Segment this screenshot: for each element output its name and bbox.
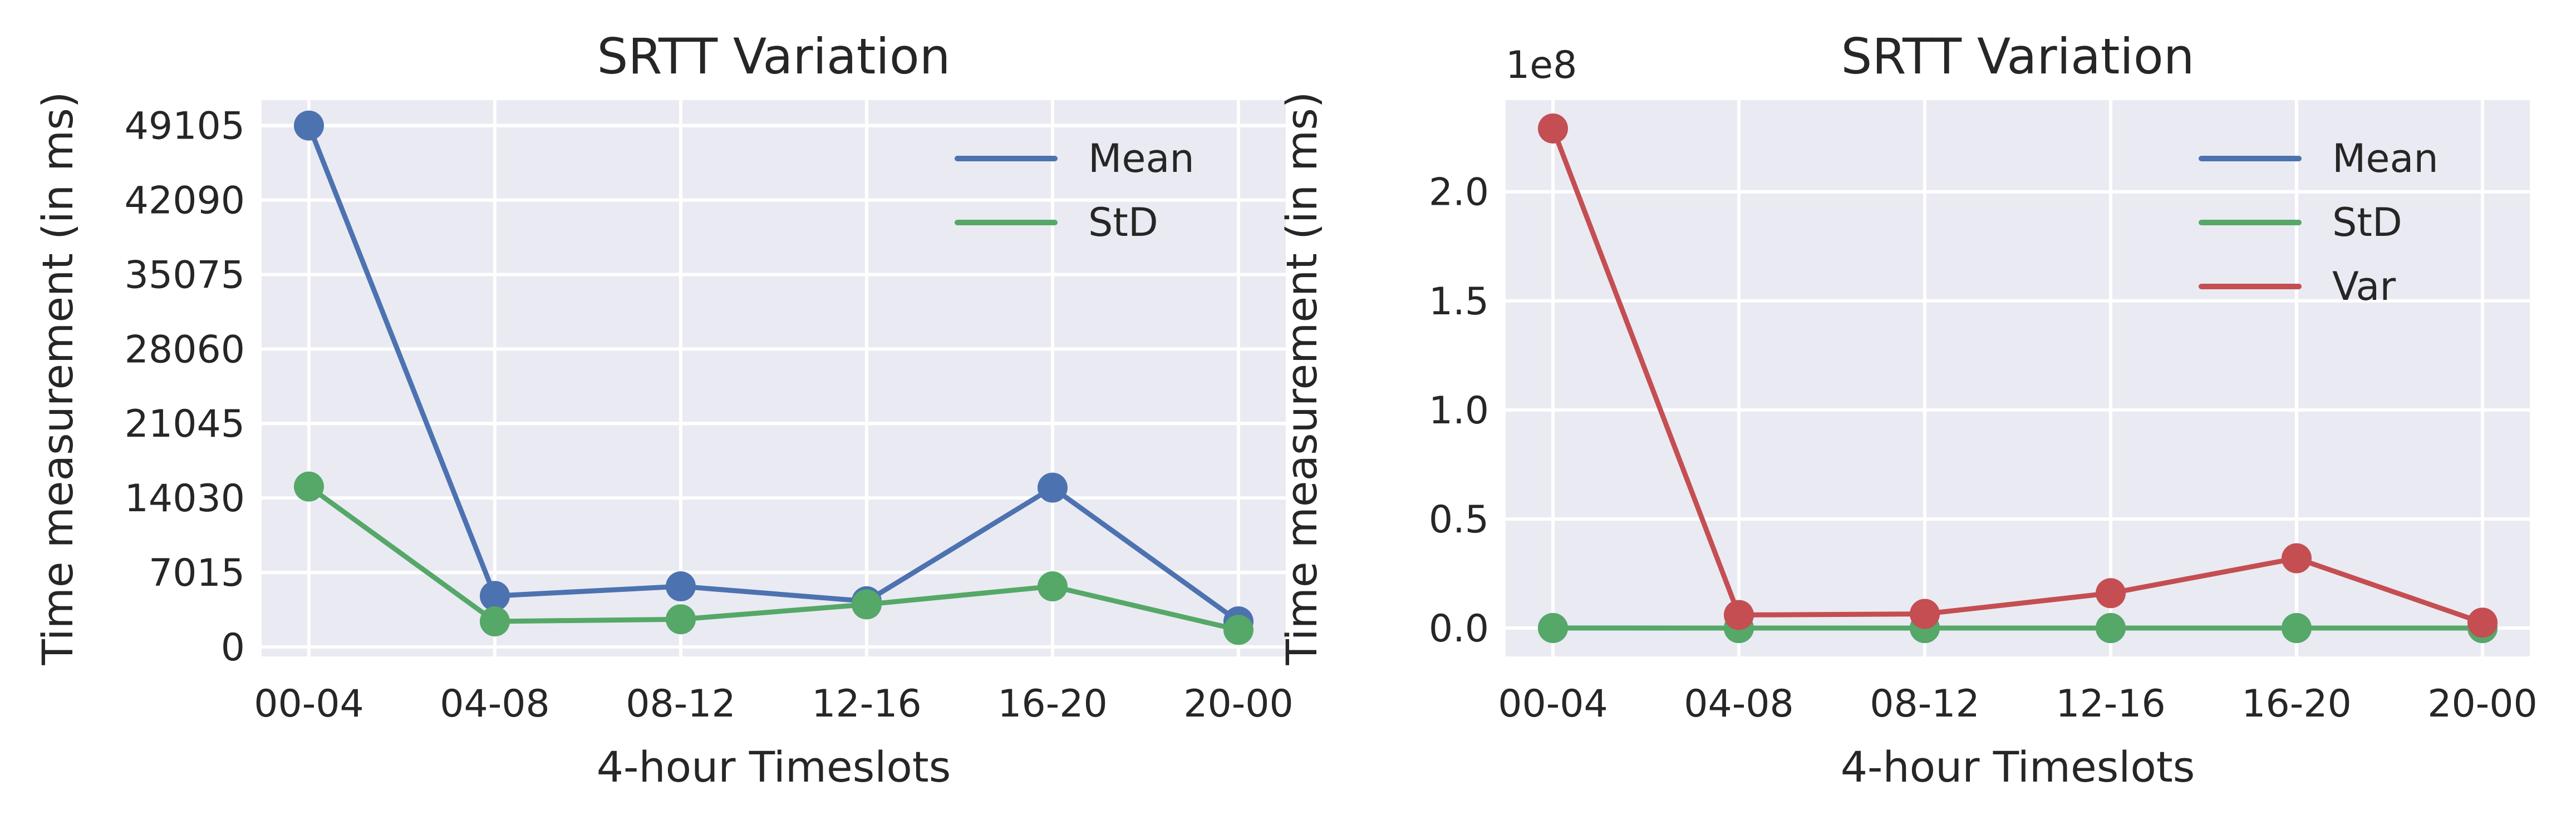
x-axis-label: 4-hour Timeslots bbox=[1841, 742, 2195, 792]
legend-label-var: Var bbox=[2332, 264, 2396, 309]
x-tick-label: 12-16 bbox=[812, 682, 922, 726]
x-tick-label: 04-08 bbox=[440, 682, 550, 726]
legend-label-mean: Mean bbox=[2332, 136, 2439, 181]
chart-right: 0.0 0.5 1.0 1.5 2.0 00-04 04-08 08-12 12-16 16-20… bbox=[1277, 28, 2538, 792]
data-point-mean bbox=[666, 571, 696, 602]
y-tick-label: 21045 bbox=[125, 402, 245, 446]
x-tick-label: 20-00 bbox=[2427, 682, 2538, 726]
x-tick-label: 00-04 bbox=[1498, 682, 1608, 726]
x-tick-label: 16-20 bbox=[997, 682, 1108, 726]
y-tick-label: 35075 bbox=[125, 253, 245, 297]
data-point-std bbox=[1538, 612, 1568, 643]
y-tick-label: 14030 bbox=[125, 477, 245, 521]
plot-area bbox=[1506, 100, 2530, 656]
chart-title: SRTT Variation bbox=[1841, 28, 2195, 85]
x-tick-label: 08-12 bbox=[626, 682, 736, 726]
data-point-std bbox=[1223, 615, 1253, 645]
x-tick-label: 08-12 bbox=[1870, 682, 1980, 726]
y-tick-label: 2.0 bbox=[1429, 171, 1489, 215]
data-point-std bbox=[666, 604, 696, 635]
x-axis-label: 4-hour Timeslots bbox=[597, 742, 951, 792]
series-line-std bbox=[306, 484, 1241, 633]
data-point-var bbox=[1724, 600, 1754, 630]
y-offset-label: 1e8 bbox=[1506, 43, 1577, 87]
x-tick-label: 00-04 bbox=[254, 682, 364, 726]
y-tick-label: 1.5 bbox=[1429, 280, 1489, 324]
legend-label-std: StD bbox=[1088, 200, 1158, 245]
data-point-mean bbox=[1038, 472, 1068, 503]
data-point-std bbox=[480, 606, 510, 637]
y-tick-label: 7015 bbox=[149, 551, 245, 595]
data-point-std bbox=[852, 589, 882, 620]
series-line-var bbox=[1550, 126, 2485, 625]
plot-area bbox=[262, 100, 1286, 656]
chart-left: 0 7015 14030 21045 28060 35075 42090 49105 00-04… bbox=[33, 28, 1294, 792]
data-point-var bbox=[1910, 599, 1940, 629]
x-tick-label: 20-00 bbox=[1183, 682, 1294, 726]
data-point-std bbox=[1038, 571, 1068, 602]
chart-title: SRTT Variation bbox=[597, 28, 951, 85]
y-tick-label: 0.5 bbox=[1429, 498, 1489, 542]
series-line-mean bbox=[306, 123, 1241, 624]
x-tick-label: 16-20 bbox=[2241, 682, 2352, 726]
y-tick-label: 0 bbox=[221, 626, 245, 670]
data-point-std bbox=[294, 471, 324, 502]
y-tick-label: 0.0 bbox=[1429, 607, 1489, 651]
data-point-mean bbox=[480, 581, 510, 611]
x-tick-label: 04-08 bbox=[1684, 682, 1794, 726]
y-axis-label: Time measurement (in ms) bbox=[1277, 92, 1326, 666]
data-point-std bbox=[2096, 613, 2126, 644]
data-point-var bbox=[2096, 578, 2126, 609]
y-tick-label: 42090 bbox=[125, 179, 245, 223]
y-tick-label: 49105 bbox=[125, 105, 245, 149]
data-point-var bbox=[2282, 543, 2312, 574]
x-tick-label: 12-16 bbox=[2056, 682, 2166, 726]
data-point-var bbox=[1538, 113, 1568, 144]
legend-label-mean: Mean bbox=[1088, 136, 1194, 181]
y-tick-label: 1.0 bbox=[1429, 389, 1489, 433]
legend-label-std: StD bbox=[2332, 200, 2402, 245]
data-point-var bbox=[2467, 607, 2498, 638]
data-point-mean bbox=[294, 110, 324, 141]
y-axis-label: Time measurement (in ms) bbox=[33, 92, 82, 666]
data-point-std bbox=[2282, 612, 2312, 643]
y-tick-label: 28060 bbox=[125, 328, 245, 372]
